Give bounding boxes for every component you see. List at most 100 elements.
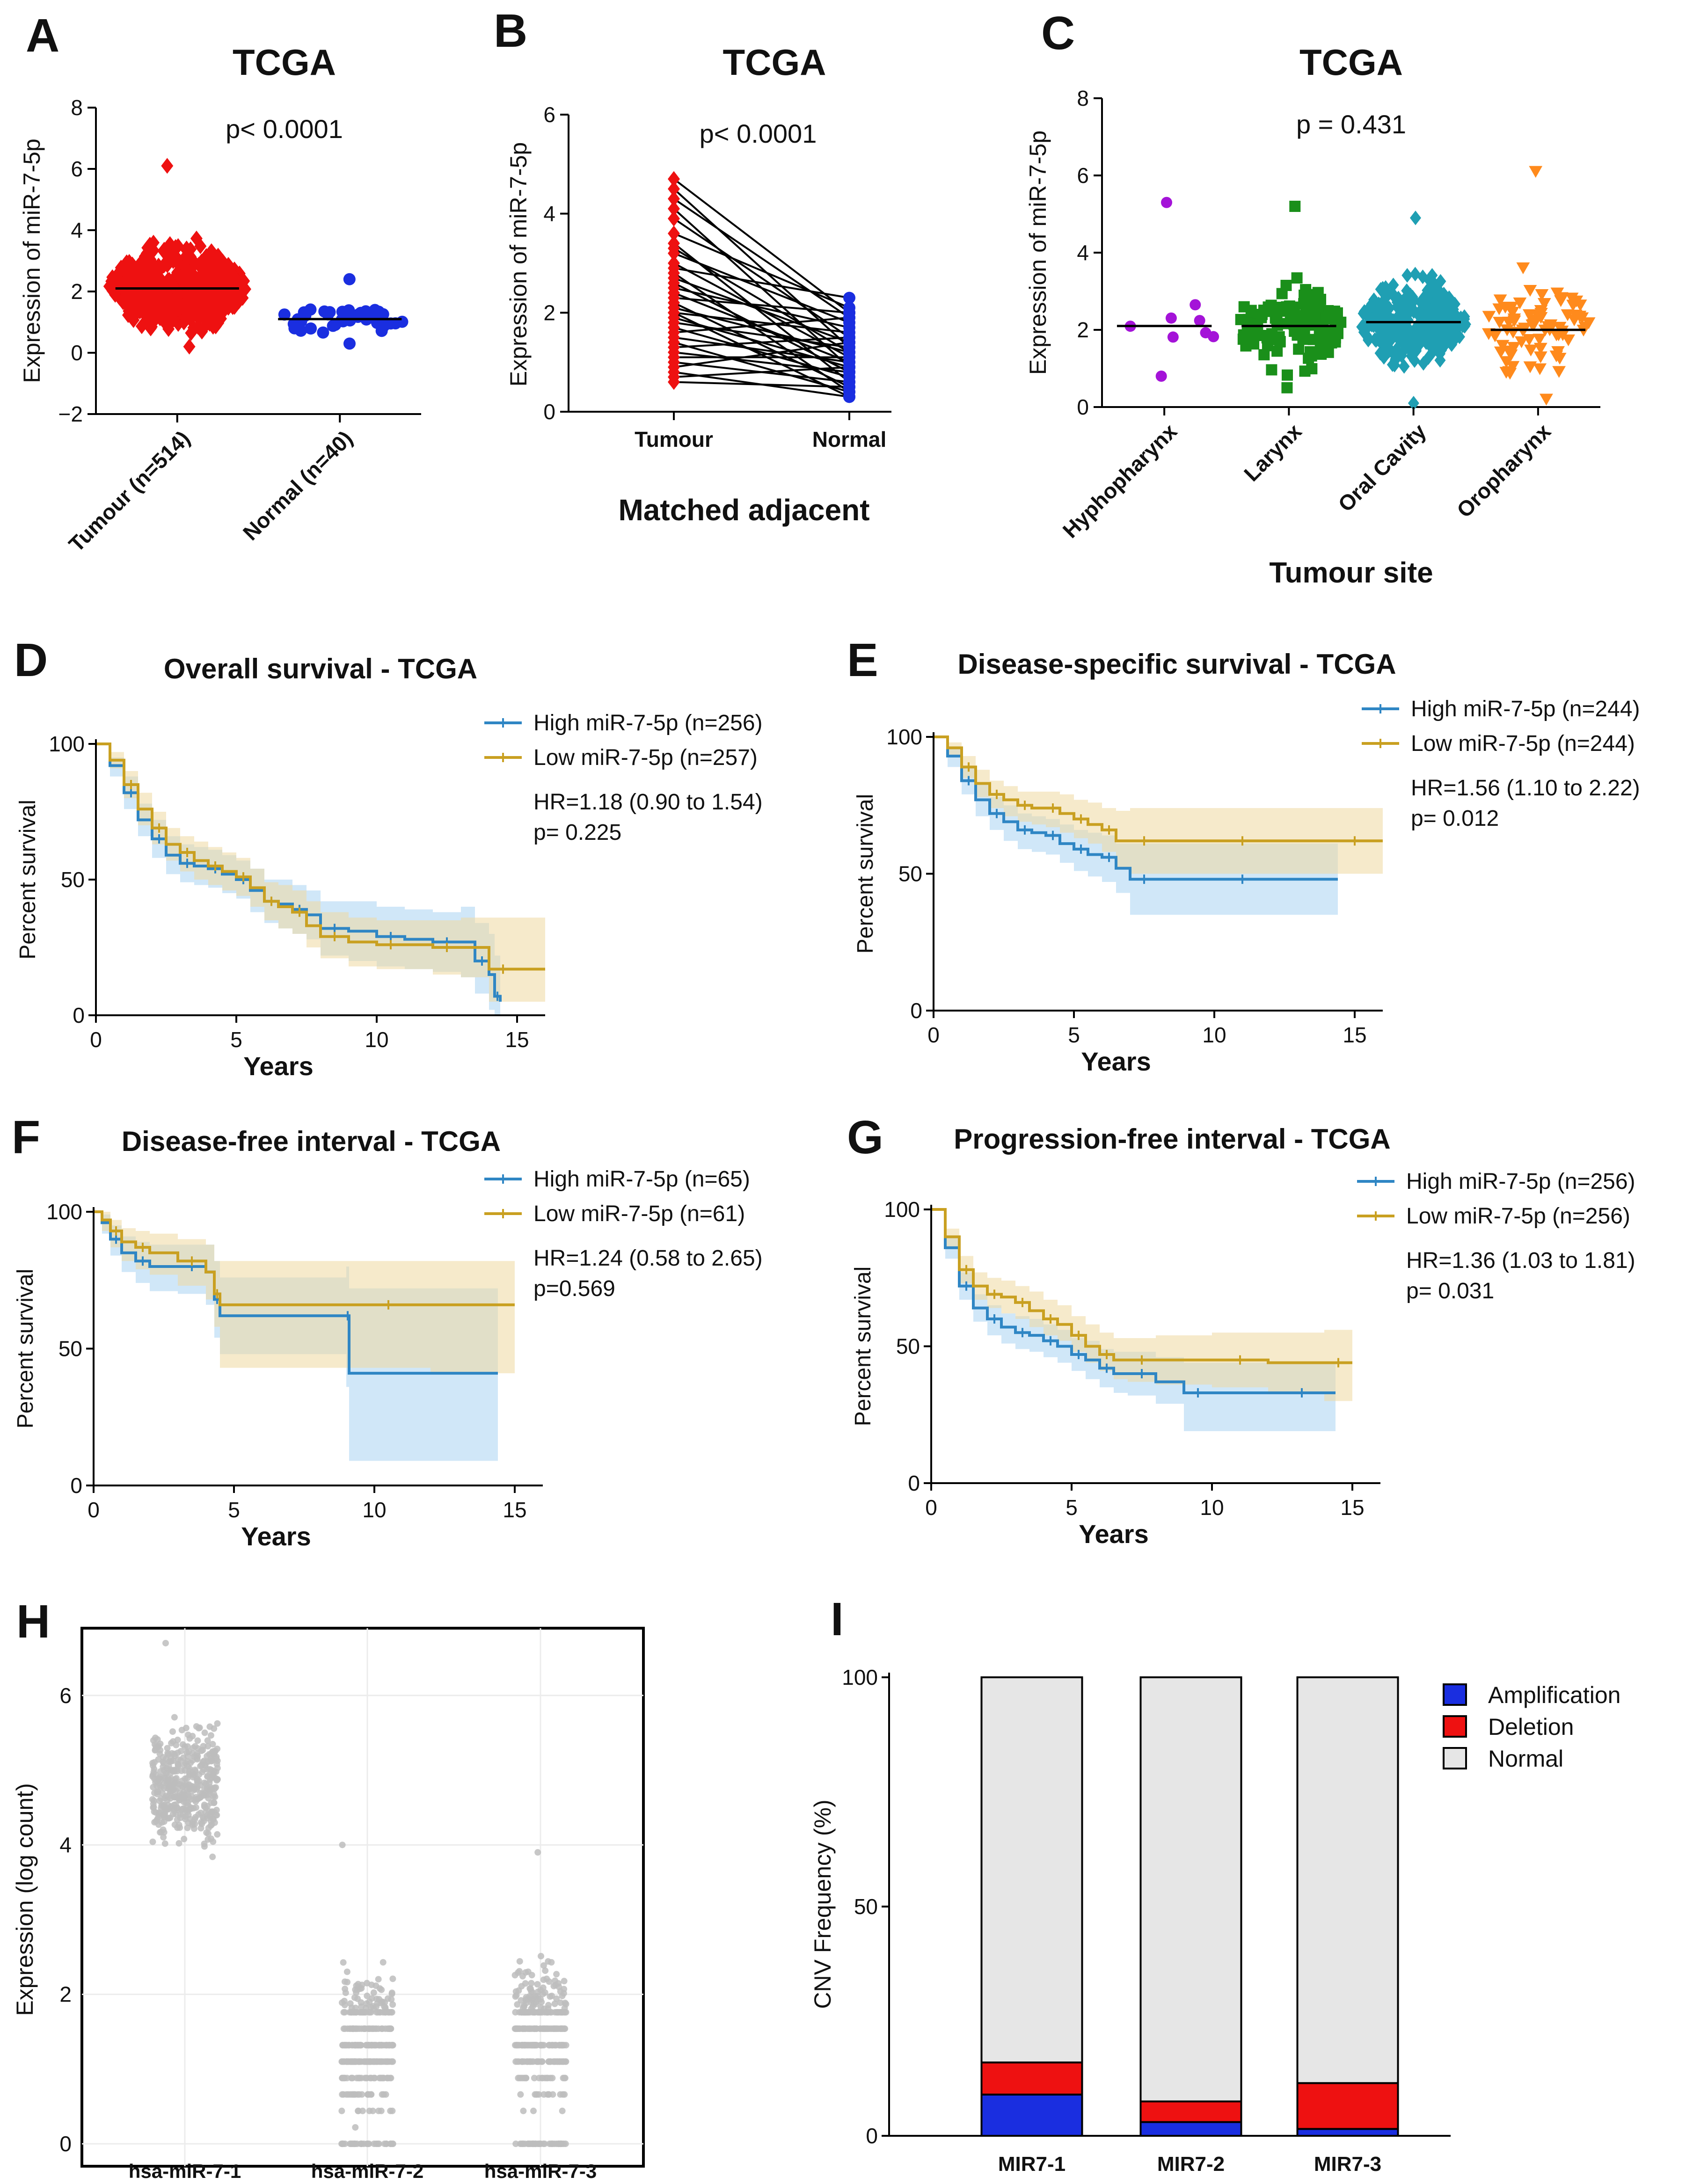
data-point	[843, 346, 855, 358]
data-point	[555, 2058, 562, 2065]
data-point	[186, 1768, 193, 1775]
data-point	[190, 230, 203, 247]
data-point	[1533, 351, 1547, 364]
data-point	[534, 2058, 541, 2065]
data-point	[212, 1812, 219, 1819]
data-point	[180, 1805, 187, 1812]
data-point	[369, 304, 381, 316]
data-point	[380, 2009, 387, 2016]
y-axis-label: Expression (log count)	[12, 1783, 38, 2016]
data-point	[191, 1743, 198, 1750]
data-point	[232, 291, 245, 308]
data-point	[1575, 312, 1589, 324]
data-point	[1524, 344, 1538, 357]
data-point	[1444, 320, 1455, 335]
data-point	[1252, 319, 1263, 330]
y-tick-label: 100	[46, 1200, 82, 1224]
data-point	[527, 2058, 534, 2065]
data-point	[194, 238, 207, 255]
data-point	[512, 2025, 519, 2032]
data-point	[340, 1959, 347, 1966]
x-tick-label: 10	[1202, 1023, 1226, 1047]
data-point	[182, 269, 195, 285]
data-point	[1417, 356, 1429, 371]
data-point	[1382, 302, 1394, 317]
data-point	[152, 1734, 159, 1741]
panel-title: TCGA	[723, 42, 826, 83]
data-point	[211, 1799, 218, 1806]
data-point	[1540, 393, 1553, 406]
data-point	[378, 2025, 385, 2032]
data-point	[167, 1814, 174, 1821]
data-point	[364, 1992, 371, 1999]
data-point	[1442, 300, 1454, 315]
hazard-ratio: HR=1.56 (1.10 to 2.22)	[1411, 776, 1640, 801]
data-point	[208, 1757, 215, 1764]
y-tick-label: 8	[1077, 86, 1089, 110]
data-point	[561, 1986, 568, 1993]
data-point	[1531, 309, 1544, 321]
hazard-ratio: HR=1.24 (0.58 to 2.65)	[533, 1246, 763, 1271]
survival-line	[934, 735, 1338, 881]
data-point	[668, 374, 680, 390]
legend-label: High miR-7-5p (n=256)	[1406, 1169, 1635, 1194]
data-point	[200, 1792, 207, 1799]
data-point	[371, 2140, 378, 2148]
data-point	[171, 1768, 178, 1775]
panel-C: C TCGA p = 0.431 0 2 4 6 8 Expression of miR-7-5…	[1025, 7, 1600, 589]
data-point	[843, 291, 855, 304]
data-point	[668, 305, 680, 321]
data-point	[532, 2009, 539, 2016]
data-point	[1482, 311, 1496, 323]
data-point	[1374, 308, 1386, 323]
data-point	[1523, 284, 1537, 297]
data-point	[352, 2091, 359, 2098]
pair-line	[673, 292, 850, 364]
data-point	[1390, 351, 1401, 366]
data-point	[1165, 312, 1177, 324]
data-point	[363, 2042, 370, 2049]
y-tick-label: 6	[59, 1683, 72, 1708]
data-point	[1482, 328, 1496, 340]
panel-letter: I	[831, 1593, 844, 1645]
legend-label: Low miR-7-5p (n=244)	[1411, 731, 1635, 756]
bar-segment	[1296, 2082, 1399, 2130]
data-point	[167, 1758, 174, 1765]
data-point	[161, 1803, 168, 1810]
y-tick-label: 4	[59, 1833, 72, 1857]
data-point	[1434, 346, 1446, 361]
x-tick-label: hsa-miR-7-2	[311, 2160, 423, 2182]
legend-swatch	[1443, 1683, 1467, 1706]
x-tick-label: MIR7-3	[1314, 2153, 1381, 2176]
bar-segment	[980, 2061, 1083, 2096]
legend-label: Low miR-7-5p (n=257)	[533, 745, 758, 770]
data-point	[344, 2058, 351, 2065]
data-point	[340, 2009, 347, 2016]
data-point	[1409, 293, 1420, 308]
data-point	[1281, 369, 1293, 381]
data-point	[551, 2025, 558, 2032]
data-point	[121, 266, 134, 282]
data-point	[156, 1797, 163, 1804]
data-point	[540, 2042, 547, 2049]
data-point	[173, 1741, 180, 1748]
data-point	[212, 1775, 219, 1782]
legend-label: High miR-7-5p (n=256)	[533, 711, 763, 735]
data-point	[1238, 301, 1250, 313]
data-point	[551, 2000, 558, 2007]
data-point	[1401, 308, 1413, 323]
y-tick-label: 4	[1077, 240, 1089, 265]
data-point	[387, 2075, 394, 2082]
bar-segment	[1139, 1676, 1242, 2103]
data-point	[1529, 166, 1543, 178]
ci-band	[94, 1212, 515, 1374]
data-point	[1293, 343, 1305, 355]
legend-label: Deletion	[1488, 1714, 1574, 1740]
data-point	[164, 1793, 171, 1800]
data-point	[207, 1732, 214, 1739]
x-tick-label: Oropharynx	[1452, 419, 1555, 522]
data-point	[668, 181, 680, 197]
pair-line	[673, 366, 850, 378]
data-point	[1533, 363, 1547, 375]
data-point	[211, 1785, 218, 1792]
